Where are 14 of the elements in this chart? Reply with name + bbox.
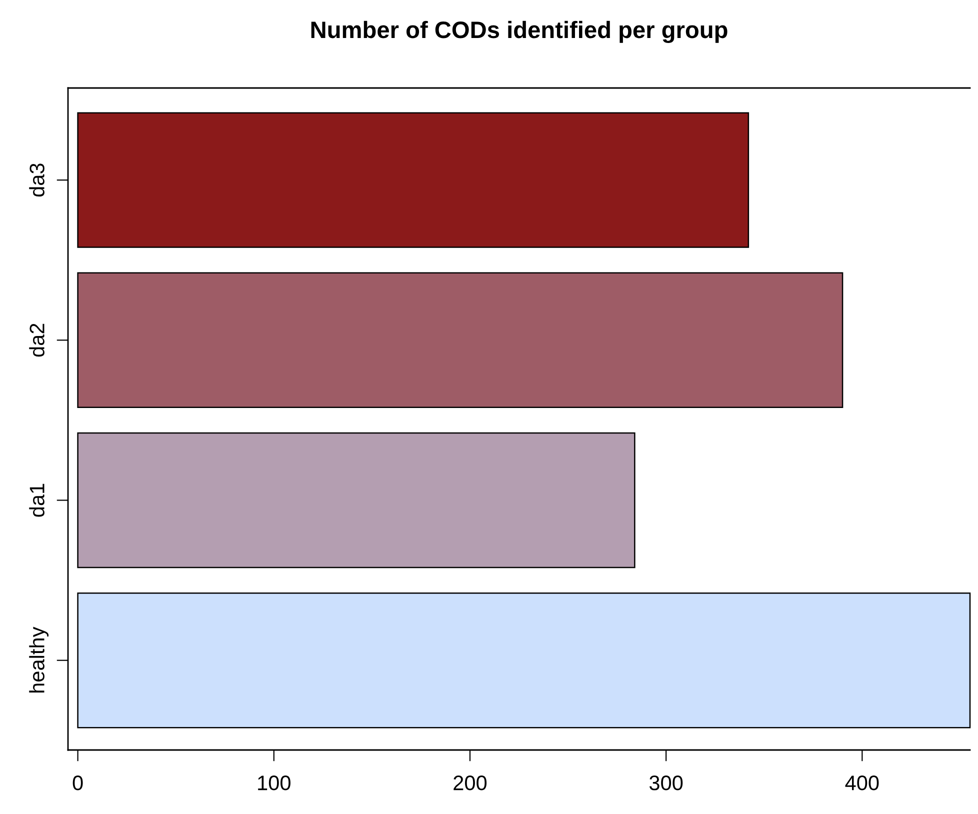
y-tick-label: da1 [29, 484, 44, 517]
x-tick-label: 400 [845, 776, 879, 790]
bar [77, 272, 844, 408]
x-tick-label: 100 [258, 776, 290, 790]
bar [77, 592, 971, 728]
bar [77, 112, 750, 248]
chart-title: Number of CODs identified per group [311, 20, 728, 44]
x-tick-label: 200 [454, 776, 487, 790]
bar [77, 432, 636, 568]
x-tick-label: 300 [649, 776, 683, 790]
y-tick-label: da2 [29, 324, 44, 357]
x-tick-label: 0 [72, 776, 83, 790]
y-tick-label: da3 [29, 164, 44, 197]
y-tick-label: healthy [29, 626, 49, 692]
